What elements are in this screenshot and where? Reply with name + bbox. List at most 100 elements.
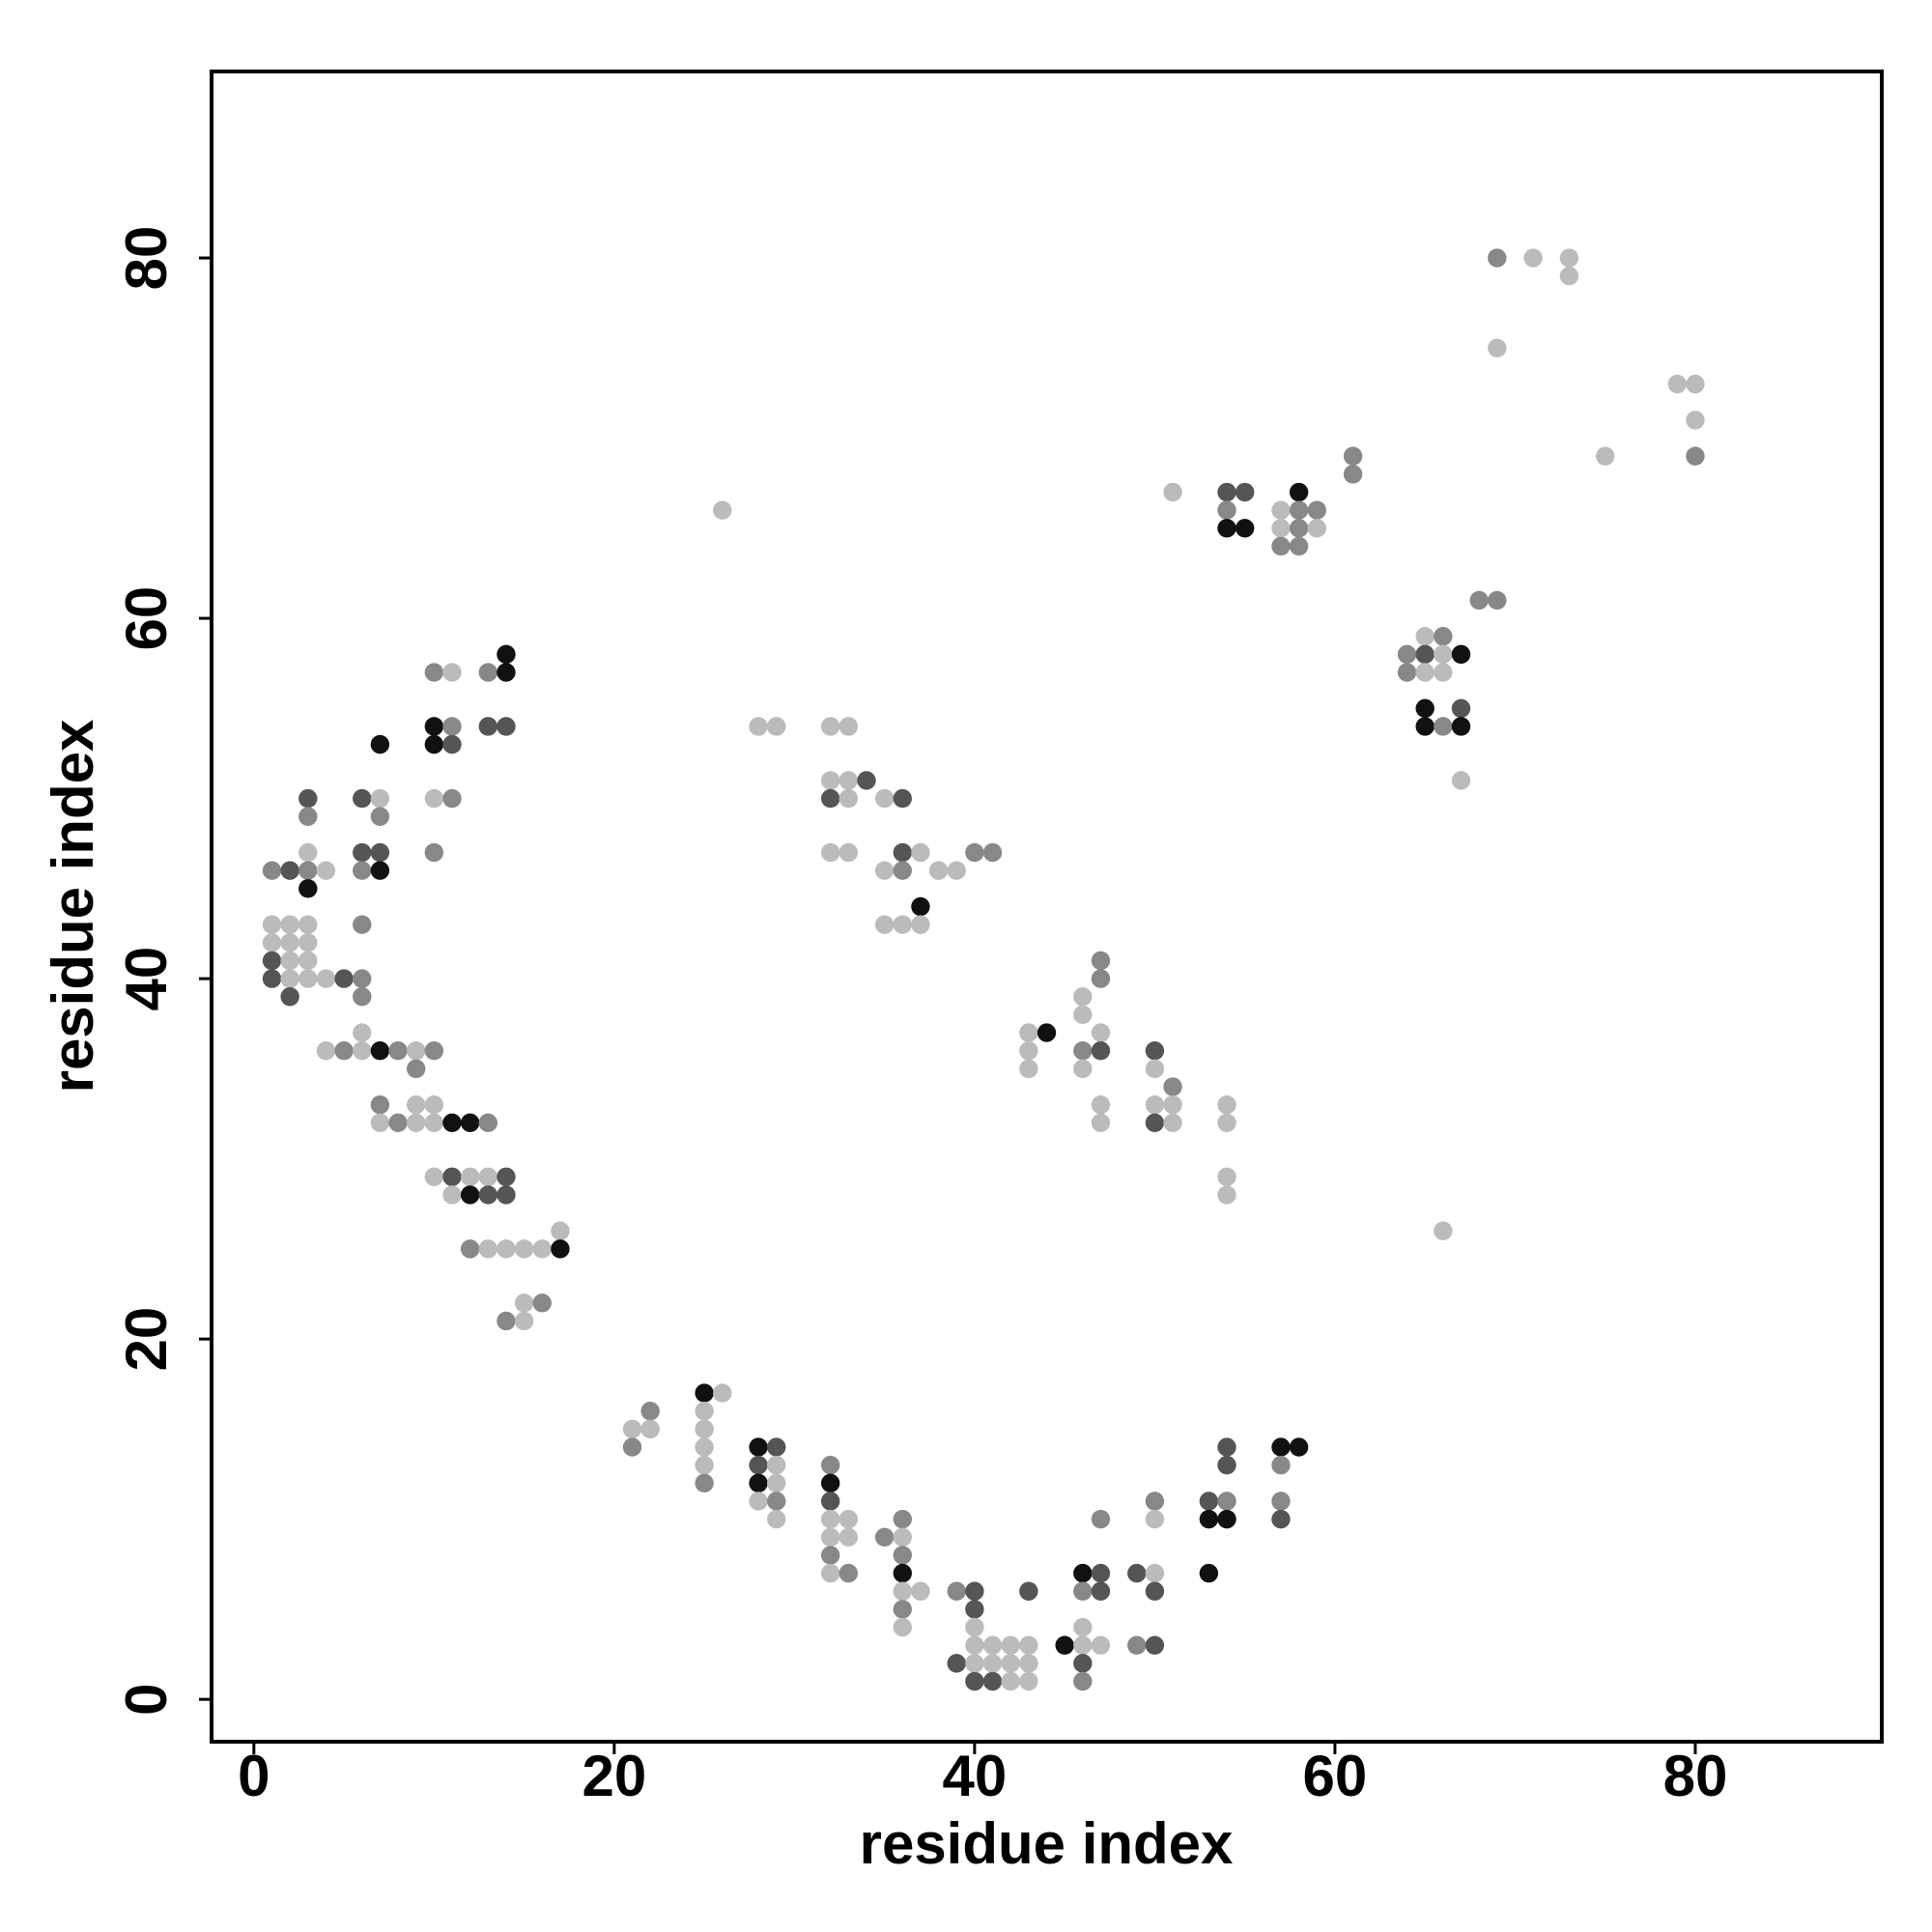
- point: [1271, 500, 1291, 520]
- point: [767, 1473, 786, 1493]
- point: [1145, 1509, 1165, 1529]
- point: [262, 969, 282, 988]
- point: [1073, 1059, 1093, 1079]
- point: [1091, 951, 1111, 971]
- point: [1199, 1563, 1219, 1583]
- point: [280, 933, 299, 952]
- point: [1091, 1581, 1111, 1601]
- point: [424, 1094, 444, 1115]
- point: [1217, 1437, 1236, 1457]
- y-tick-label: 80: [114, 226, 179, 291]
- point: [442, 1113, 462, 1133]
- point: [1271, 1455, 1291, 1475]
- point: [749, 1492, 768, 1511]
- point: [893, 861, 912, 880]
- point: [1271, 1437, 1291, 1457]
- point: [334, 969, 354, 988]
- point: [749, 1437, 768, 1457]
- point: [1289, 519, 1309, 538]
- point: [1073, 1581, 1093, 1601]
- point: [1217, 1492, 1236, 1511]
- point: [893, 915, 912, 934]
- point: [1415, 717, 1435, 736]
- point: [1451, 717, 1471, 736]
- point: [965, 842, 984, 863]
- point: [1145, 1635, 1165, 1655]
- point: [280, 987, 299, 1007]
- point: [1019, 1654, 1038, 1673]
- point: [1434, 644, 1453, 665]
- point: [1488, 590, 1507, 611]
- point: [1434, 627, 1453, 646]
- point: [695, 1437, 714, 1457]
- point: [1289, 536, 1309, 556]
- point: [820, 842, 840, 863]
- point: [695, 1419, 714, 1439]
- point: [298, 861, 318, 880]
- point: [1686, 446, 1705, 466]
- point: [1235, 482, 1255, 502]
- point: [1307, 519, 1326, 538]
- x-tick-label: 0: [238, 1744, 270, 1808]
- point: [1667, 374, 1688, 394]
- point: [640, 1402, 660, 1421]
- point: [406, 1059, 426, 1079]
- point: [353, 987, 372, 1007]
- point: [1469, 590, 1489, 611]
- point: [965, 1635, 984, 1655]
- point: [298, 933, 318, 952]
- point: [1145, 1492, 1165, 1511]
- point: [353, 969, 372, 988]
- point: [1415, 627, 1435, 646]
- point: [1488, 248, 1507, 268]
- point: [406, 1113, 426, 1133]
- point: [370, 842, 390, 863]
- point: [838, 717, 859, 736]
- point: [370, 734, 390, 754]
- point: [820, 1492, 840, 1511]
- point: [1559, 266, 1579, 286]
- point: [298, 951, 318, 971]
- point: [370, 861, 390, 880]
- point: [893, 1546, 912, 1565]
- point: [262, 861, 282, 880]
- point: [1217, 1509, 1236, 1529]
- point: [838, 771, 859, 790]
- point: [262, 933, 282, 952]
- point: [893, 1563, 912, 1583]
- point: [1073, 1041, 1093, 1061]
- point: [1559, 248, 1579, 268]
- point: [838, 1563, 859, 1583]
- point: [370, 807, 390, 826]
- point: [353, 842, 372, 863]
- y-tick-label: 40: [114, 947, 179, 1011]
- point: [353, 915, 372, 934]
- point: [1091, 1509, 1111, 1529]
- point: [298, 788, 318, 809]
- point: [622, 1419, 642, 1439]
- point: [1091, 969, 1111, 988]
- point: [551, 1221, 570, 1240]
- point: [749, 717, 768, 736]
- point: [1073, 1671, 1093, 1691]
- point: [497, 644, 516, 665]
- point: [280, 951, 299, 971]
- x-tick-label: 80: [1663, 1744, 1728, 1808]
- point: [982, 1635, 1003, 1655]
- point: [1434, 717, 1453, 736]
- x-tick-label: 60: [1303, 1744, 1368, 1808]
- point: [893, 788, 912, 809]
- point: [1451, 644, 1471, 665]
- point: [1073, 1654, 1093, 1673]
- point: [911, 896, 930, 917]
- point: [1145, 1041, 1165, 1061]
- point: [1289, 500, 1309, 520]
- point: [1451, 698, 1471, 719]
- point: [1199, 1509, 1219, 1529]
- point: [460, 1239, 480, 1259]
- point: [874, 788, 895, 809]
- point: [1217, 1094, 1236, 1115]
- point: [820, 788, 840, 809]
- point: [1163, 482, 1182, 502]
